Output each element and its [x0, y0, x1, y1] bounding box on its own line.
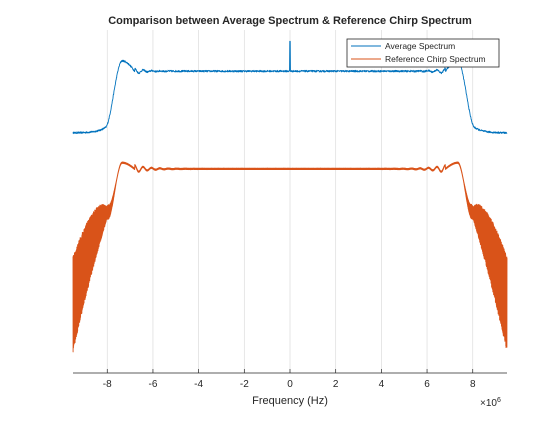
legend-label-reference-chirp-spectrum: Reference Chirp Spectrum [385, 54, 486, 64]
x-axis-exponent: ×106 [480, 397, 501, 409]
legend-box [346, 38, 500, 68]
x-tick-label: 0 [287, 379, 293, 390]
grid-layer [106, 30, 474, 373]
x-tick-label: 4 [379, 379, 385, 390]
series-line-average-spectrum [72, 40, 508, 135]
x-axis-label: Frequency (Hz) [252, 395, 328, 407]
chart-title: Comparison between Average Spectrum & Re… [108, 15, 472, 27]
series-line-reference-chirp-spectrum [72, 161, 508, 353]
x-axis-exponent-power: 6 [497, 397, 501, 404]
x-tick-label: -6 [148, 379, 157, 390]
axes-layer: -8 -6 -4 -2 0 2 4 6 8 [73, 369, 507, 390]
legend-label-average-spectrum: Average Spectrum [385, 41, 455, 51]
legend[interactable]: Average Spectrum Reference Chirp Spectru… [346, 38, 500, 68]
series-layer [72, 40, 508, 353]
x-tick-label: -8 [103, 379, 112, 390]
x-tick-label: -4 [194, 379, 203, 390]
x-tick-label: 6 [424, 379, 430, 390]
x-tick-label: 8 [470, 379, 476, 390]
x-tick-label: 2 [333, 379, 339, 390]
x-tick-label: -2 [240, 379, 249, 390]
x-axis-exponent-base: ×10 [480, 398, 497, 409]
